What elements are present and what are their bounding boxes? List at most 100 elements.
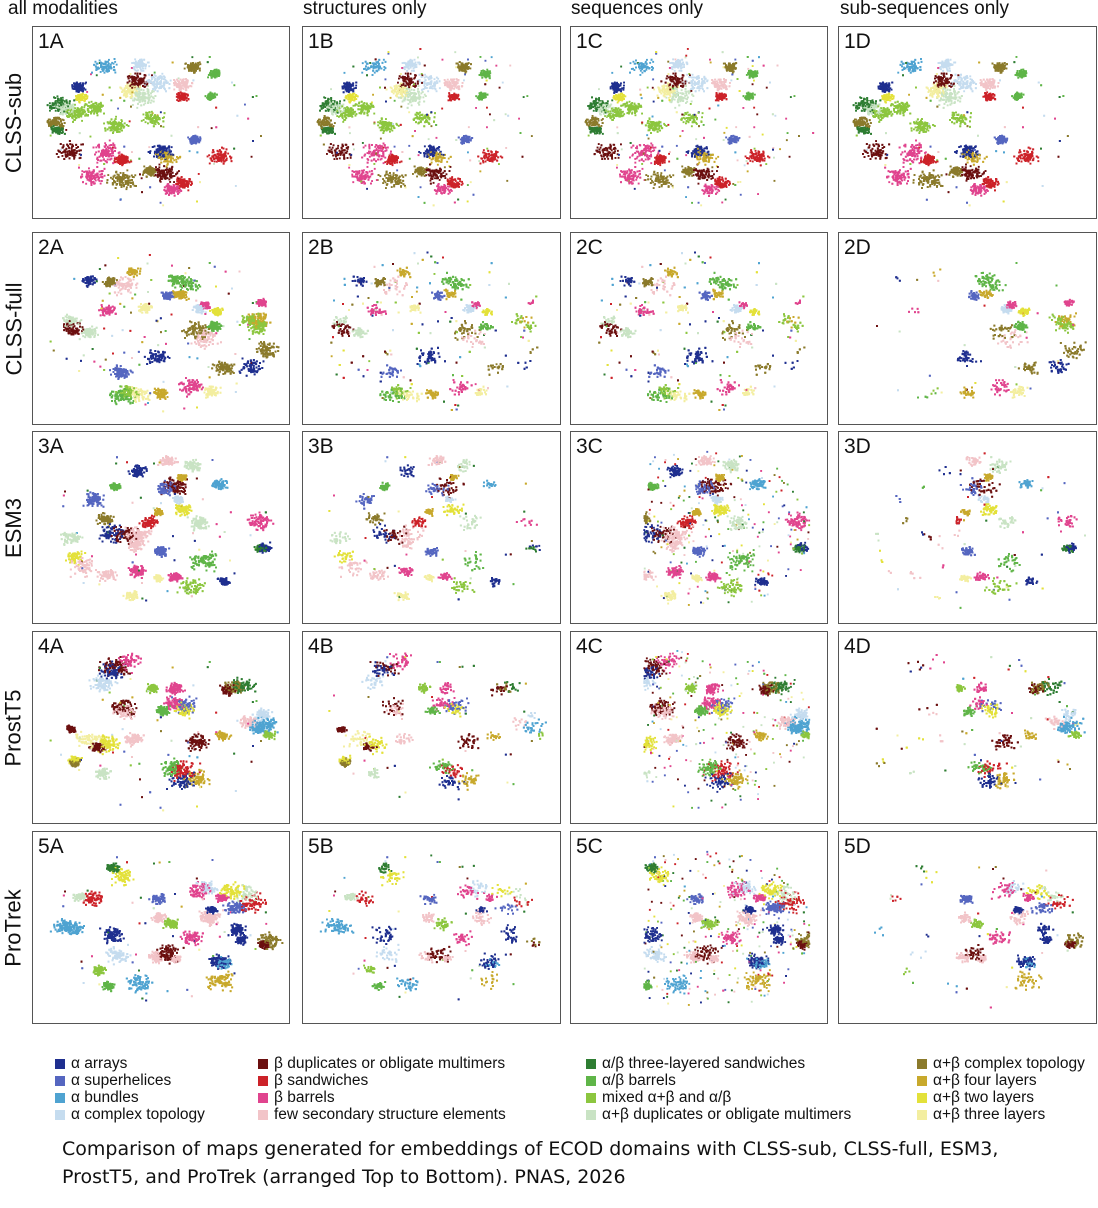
legend-label: α bundles	[71, 1089, 139, 1106]
column-header: sub-sequences only	[840, 0, 1009, 21]
scatter-map	[303, 233, 561, 425]
legend-item: α+β complex topology	[917, 1055, 1085, 1072]
legend-swatch	[586, 1059, 596, 1069]
legend-item: β duplicates or obligate multimers	[258, 1055, 505, 1072]
legend-item: α+β four layers	[917, 1072, 1037, 1089]
legend-item: α+β three layers	[917, 1106, 1045, 1123]
legend-item: α/β barrels	[586, 1072, 676, 1089]
legend-label: α+β complex topology	[933, 1055, 1085, 1072]
legend-swatch	[258, 1093, 268, 1103]
column-header: all modalities	[8, 0, 118, 21]
legend-swatch	[586, 1110, 596, 1120]
scatter-map	[303, 632, 561, 824]
legend-item: α complex topology	[55, 1106, 205, 1123]
panel-id: 3C	[576, 434, 603, 460]
scatter-map	[571, 832, 828, 1024]
scatter-map	[33, 632, 290, 824]
scatter-map	[571, 27, 828, 219]
legend-swatch	[258, 1110, 268, 1120]
legend-label: α+β two layers	[933, 1089, 1034, 1106]
scatter-map	[839, 432, 1097, 624]
legend-swatch	[586, 1076, 596, 1086]
map-panel: 2C	[570, 232, 828, 425]
scatter-map	[33, 432, 290, 624]
panel-id: 2B	[308, 235, 334, 261]
legend-item: α+β duplicates or obligate multimers	[586, 1106, 851, 1123]
scatter-map	[303, 27, 561, 219]
panel-id: 4C	[576, 634, 603, 660]
legend-swatch	[917, 1076, 927, 1086]
panel-id: 5A	[38, 834, 64, 860]
legend-swatch	[917, 1110, 927, 1120]
legend-swatch	[55, 1059, 65, 1069]
scatter-map	[839, 632, 1097, 824]
legend-label: β barrels	[274, 1089, 335, 1106]
legend-swatch	[917, 1059, 927, 1069]
scatter-map	[571, 233, 828, 425]
panel-id: 3D	[844, 434, 871, 460]
scatter-map	[839, 233, 1097, 425]
map-panel: 4B	[302, 631, 561, 824]
row-label: ESM3	[0, 431, 28, 624]
legend-label: mixed α+β and α/β	[602, 1089, 731, 1106]
panel-id: 3A	[38, 434, 64, 460]
scatter-map	[839, 27, 1097, 219]
legend-label: few secondary structure elements	[274, 1106, 506, 1123]
legend-item: α arrays	[55, 1055, 127, 1072]
map-panel: 4D	[838, 631, 1097, 824]
row-label: ProTrek	[0, 831, 28, 1024]
legend-swatch	[55, 1093, 65, 1103]
column-header: structures only	[303, 0, 427, 21]
map-panel: 1C	[570, 26, 828, 219]
legend-swatch	[55, 1076, 65, 1086]
panel-id: 1C	[576, 29, 603, 55]
legend-label: β sandwiches	[274, 1072, 368, 1089]
legend-item: α bundles	[55, 1089, 139, 1106]
legend-label: α+β three layers	[933, 1106, 1045, 1123]
legend-swatch	[258, 1076, 268, 1086]
legend-label: α arrays	[71, 1055, 127, 1072]
legend-swatch	[586, 1093, 596, 1103]
legend-item: few secondary structure elements	[258, 1106, 506, 1123]
panel-id: 4A	[38, 634, 64, 660]
legend-item: α superhelices	[55, 1072, 171, 1089]
column-header: sequences only	[571, 0, 703, 21]
map-panel: 5A	[32, 831, 290, 1024]
panel-id: 5B	[308, 834, 334, 860]
scatter-map	[303, 832, 561, 1024]
panel-id: 4D	[844, 634, 871, 660]
row-label-text: ProstT5	[1, 689, 27, 766]
panel-id: 1B	[308, 29, 334, 55]
map-panel: 1B	[302, 26, 561, 219]
scatter-map	[839, 832, 1097, 1024]
figure-caption: Comparison of maps generated for embeddi…	[62, 1135, 1062, 1191]
map-panel: 1A	[32, 26, 290, 219]
legend-item: α/β three-layered sandwiches	[586, 1055, 805, 1072]
scatter-map	[571, 432, 828, 624]
legend-label: α+β duplicates or obligate multimers	[602, 1106, 851, 1123]
legend-label: α complex topology	[71, 1106, 205, 1123]
panel-id: 2A	[38, 235, 64, 261]
legend-item: β sandwiches	[258, 1072, 368, 1089]
panel-id: 1D	[844, 29, 871, 55]
map-panel: 4A	[32, 631, 290, 824]
scatter-map	[33, 832, 290, 1024]
map-panel: 2D	[838, 232, 1097, 425]
scatter-map	[571, 632, 828, 824]
map-panel: 5D	[838, 831, 1097, 1024]
map-panel: 4C	[570, 631, 828, 824]
map-panel: 3B	[302, 431, 561, 624]
scatter-map	[303, 432, 561, 624]
panel-id: 2D	[844, 235, 871, 261]
panel-id: 1A	[38, 29, 64, 55]
map-panel: 5C	[570, 831, 828, 1024]
panel-id: 2C	[576, 235, 603, 261]
panel-id: 5D	[844, 834, 871, 860]
legend-label: α+β four layers	[933, 1072, 1037, 1089]
panel-id: 4B	[308, 634, 334, 660]
legend-swatch	[258, 1059, 268, 1069]
legend-label: α/β three-layered sandwiches	[602, 1055, 805, 1072]
row-label: ProstT5	[0, 631, 28, 824]
map-panel: 5B	[302, 831, 561, 1024]
scatter-map	[33, 233, 290, 425]
